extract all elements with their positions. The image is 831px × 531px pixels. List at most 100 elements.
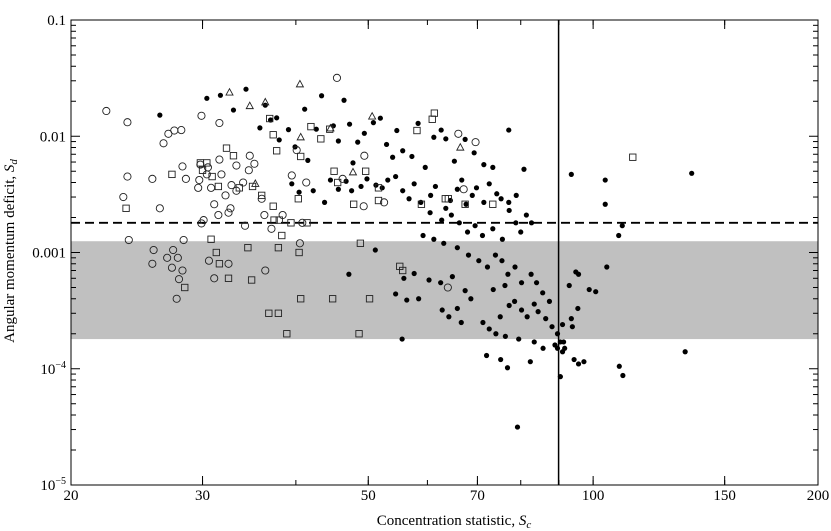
open-square-point <box>207 235 215 243</box>
open-square-point <box>266 114 274 123</box>
open-circle-point <box>298 218 307 227</box>
filled-circle-point <box>575 305 581 312</box>
open-circle-point <box>359 202 368 211</box>
filled-circle-point <box>318 93 325 99</box>
open-circle-point <box>102 106 111 116</box>
filled-circle-point <box>358 183 364 190</box>
open-circle-point <box>194 183 203 192</box>
filled-circle-point <box>305 157 311 163</box>
filled-circle-point <box>458 319 464 326</box>
filled-circle-point <box>204 95 210 101</box>
x-axis-label: Concentration statistic, Sc <box>377 513 532 531</box>
open-circle-point <box>197 219 206 228</box>
filled-circle-point <box>546 298 553 304</box>
filled-circle-point <box>593 289 599 295</box>
filled-circle-point <box>451 158 457 164</box>
filled-circle-point <box>528 271 534 277</box>
filled-circle-point <box>469 192 475 198</box>
y-tick-label-exponent: −5 <box>55 476 66 487</box>
open-circle-point <box>227 181 236 190</box>
filled-circle-point <box>446 314 452 320</box>
filled-circle-point <box>230 107 237 113</box>
filled-circle-point <box>355 139 361 145</box>
filled-circle-point <box>157 112 163 118</box>
filled-circle-point <box>400 188 406 194</box>
y-axis-label-symbol: S <box>2 164 18 172</box>
filled-circle-point <box>492 252 499 258</box>
open-circle-point <box>261 266 270 275</box>
open-circle-point <box>178 266 187 275</box>
open-circle-point <box>292 146 301 155</box>
filled-circle-point <box>568 316 574 322</box>
filled-circle-point <box>616 363 622 369</box>
filled-circle-point <box>415 120 421 126</box>
filled-circle-point <box>557 374 563 380</box>
filled-circle-point <box>486 326 492 332</box>
filled-circle-point <box>493 331 499 337</box>
open-circle-point <box>232 161 241 170</box>
open-circle-point <box>240 221 250 230</box>
filled-circle-point <box>335 186 341 192</box>
open-circle-point <box>217 170 226 179</box>
filled-circle-point <box>559 321 566 328</box>
y-tick-label-base: 10 <box>40 478 55 494</box>
filled-circle-point <box>476 258 482 264</box>
filled-circle-point <box>581 359 587 365</box>
open-square-point <box>317 135 325 143</box>
filled-circle-point <box>462 288 468 294</box>
open-square-point <box>283 330 291 338</box>
filled-circle-point <box>370 120 377 126</box>
filled-circle-point <box>506 207 512 214</box>
open-triangle-point <box>251 179 260 187</box>
filled-circle-point <box>524 314 530 320</box>
filled-circle-point <box>404 297 410 303</box>
open-square-point <box>294 195 302 203</box>
filled-circle-point <box>441 240 447 246</box>
filled-circle-point <box>512 264 518 270</box>
filled-circle-point <box>341 97 347 103</box>
x-tick-label: 50 <box>361 488 376 504</box>
filled-circle-point <box>443 205 449 211</box>
open-triangle-point <box>456 142 465 151</box>
open-square-point <box>430 109 439 117</box>
y-axis-label: Angular momentum deficit, Sd <box>2 159 20 343</box>
filled-circle-point <box>428 192 434 198</box>
open-circle-point <box>471 138 480 147</box>
filled-circle-point <box>302 106 308 112</box>
filled-circle-point <box>463 201 469 207</box>
open-square-point <box>258 191 266 200</box>
filled-circle-point <box>416 296 422 302</box>
open-square-point <box>330 167 338 175</box>
open-triangle-point <box>225 87 234 96</box>
open-triangle-point <box>367 111 377 120</box>
open-square-point <box>461 200 469 208</box>
open-circle-point <box>179 235 188 245</box>
filled-circle-point <box>310 188 316 194</box>
filled-circle-point <box>373 182 379 188</box>
open-square-point <box>350 200 358 208</box>
open-square-point <box>244 244 252 252</box>
filled-circle-point <box>518 307 525 313</box>
filled-circle-point <box>400 148 406 154</box>
filled-circle-point <box>554 331 561 337</box>
open-circle-point <box>174 275 184 284</box>
open-circle-point <box>260 210 269 220</box>
filled-circle-point <box>372 247 378 253</box>
open-triangle-point <box>348 167 358 176</box>
filled-circle-point <box>557 339 563 345</box>
filled-circle-point <box>523 212 529 218</box>
filled-circle-point <box>420 232 426 239</box>
filled-circle-point <box>267 117 274 123</box>
filled-circle-point <box>454 245 460 251</box>
filled-circle-point <box>379 185 385 191</box>
open-square-point <box>229 152 238 160</box>
filled-circle-point <box>449 274 455 280</box>
filled-circle-point <box>409 153 415 160</box>
filled-circle-point <box>462 136 468 142</box>
filled-circle-point <box>390 154 396 160</box>
open-circle-point <box>149 245 158 255</box>
filled-circle-point <box>511 298 518 304</box>
y-tick-label: 10−5 <box>40 476 66 494</box>
open-square-point <box>181 283 189 292</box>
